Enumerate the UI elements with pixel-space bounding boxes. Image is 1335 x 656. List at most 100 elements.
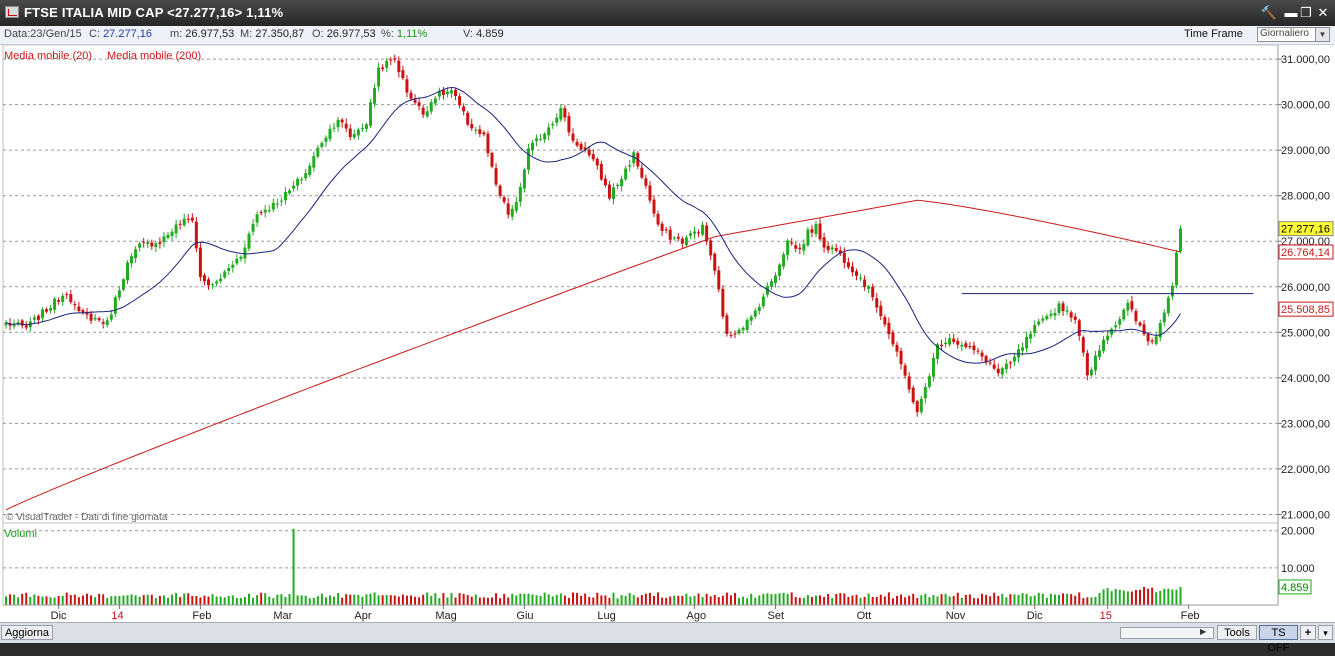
candle-body [308, 165, 312, 175]
volume-bar [337, 593, 340, 605]
candle-body [1110, 328, 1114, 335]
candle-body [1033, 325, 1037, 333]
candle-body [624, 168, 628, 180]
ts-toggle-button[interactable]: TS OFF [1259, 625, 1298, 654]
volume-bar [644, 593, 647, 605]
volume-bar [1110, 591, 1113, 605]
candle-body [988, 362, 992, 364]
volume-bar [215, 596, 218, 605]
max-label: M: [240, 28, 253, 40]
x-tick-label: Mag [435, 610, 456, 622]
volume-bar [353, 594, 356, 605]
candle-body [1114, 325, 1118, 328]
volume-bar [608, 597, 611, 605]
tools-button[interactable]: Tools [1217, 625, 1257, 640]
candle-body [49, 308, 53, 311]
candle-body [97, 318, 101, 321]
candle-body [850, 266, 854, 273]
candle-body [1073, 316, 1077, 320]
minimize-button[interactable]: ▬ [1284, 5, 1298, 20]
candle-body [474, 129, 478, 131]
volume-bar [49, 597, 52, 605]
volume-bar [53, 597, 56, 605]
volume-bar [815, 595, 817, 605]
volume-bar [827, 593, 830, 605]
close-button[interactable]: ✕ [1317, 5, 1329, 20]
volume-bar [349, 594, 352, 605]
restore-button[interactable]: ❐ [1300, 5, 1312, 20]
volume-bar [1139, 589, 1141, 605]
volume-bar [94, 597, 97, 605]
scroll-arrow-icon[interactable]: ▶ [1200, 627, 1207, 636]
volume-bar [1102, 589, 1105, 605]
status-bar: Aggiorna ▶ Tools TS OFF + ▾ [0, 622, 1335, 654]
volume-bar [167, 597, 169, 605]
refresh-button[interactable]: Aggiorna [1, 625, 53, 640]
menu-arrow-icon[interactable]: ▾ [1318, 625, 1333, 640]
volume-bar [45, 596, 48, 605]
candle-body [1166, 297, 1170, 314]
add-button[interactable]: + [1300, 625, 1316, 640]
volume-bar [171, 594, 174, 605]
tools-icon[interactable]: 🔨 [1260, 5, 1278, 20]
volume-bar [997, 595, 1000, 605]
window-title: FTSE ITALIA MID CAP <27.277,16> 1,11% [24, 5, 284, 20]
candle-body [688, 233, 692, 236]
volume-bar [458, 593, 461, 605]
volume-bar [738, 597, 741, 605]
candle-body [802, 243, 806, 251]
timeframe-select[interactable]: Giornaliero ▼ [1257, 27, 1330, 42]
volume-info-value: 4.859 [476, 28, 504, 40]
candle-body [940, 344, 944, 347]
volume-bar [114, 596, 117, 605]
volume-bar [397, 596, 400, 605]
volume-bar [823, 596, 826, 605]
horizontal-scrollbar[interactable] [1120, 627, 1214, 639]
volume-bar [904, 597, 907, 605]
candle-body [211, 284, 215, 286]
candle-body [931, 357, 935, 377]
candle-body [478, 129, 482, 134]
candle-body [612, 187, 615, 200]
candle-body [166, 234, 170, 239]
candle-body [259, 212, 263, 214]
volume-bar [616, 598, 619, 605]
volume-bar [855, 594, 858, 605]
open-label: O: [312, 28, 324, 40]
volume-bar [640, 595, 643, 605]
volume-bar [770, 594, 773, 605]
volume-bar [555, 594, 558, 605]
candle-body [972, 345, 976, 351]
price-chart[interactable]: 21.000,00 22.000,00 23.000,00 24.000,00 25.0… [0, 45, 1335, 622]
volume-bar [1021, 593, 1024, 605]
candle-body [1174, 252, 1178, 286]
volume-bar [600, 595, 603, 605]
volume-bar [357, 594, 360, 605]
candle-body [518, 186, 522, 202]
candle-body [968, 346, 972, 348]
volume-bar [25, 592, 28, 605]
volume-bar [21, 593, 24, 605]
candle-body [741, 327, 745, 331]
chevron-down-icon[interactable]: ▼ [1315, 28, 1329, 41]
candle-body [40, 309, 44, 319]
volume-bar [729, 595, 732, 605]
candle-body [1118, 319, 1122, 325]
candle-body [693, 231, 696, 234]
candle-body [709, 240, 713, 256]
candle-body [944, 342, 948, 345]
volume-bar [276, 594, 279, 605]
candle-body [417, 102, 421, 107]
candle-body [984, 356, 988, 363]
chart-app-icon [5, 6, 19, 18]
volume-bar [239, 598, 242, 605]
candle-body [1041, 318, 1045, 321]
volume-bar [523, 593, 526, 605]
candle-body [1021, 347, 1025, 351]
candle-body [312, 156, 316, 168]
volume-bar [584, 593, 587, 605]
volume-bar [948, 596, 951, 605]
volume-bar [1037, 592, 1040, 605]
volume-bar [280, 594, 283, 605]
candle-body [563, 108, 567, 118]
